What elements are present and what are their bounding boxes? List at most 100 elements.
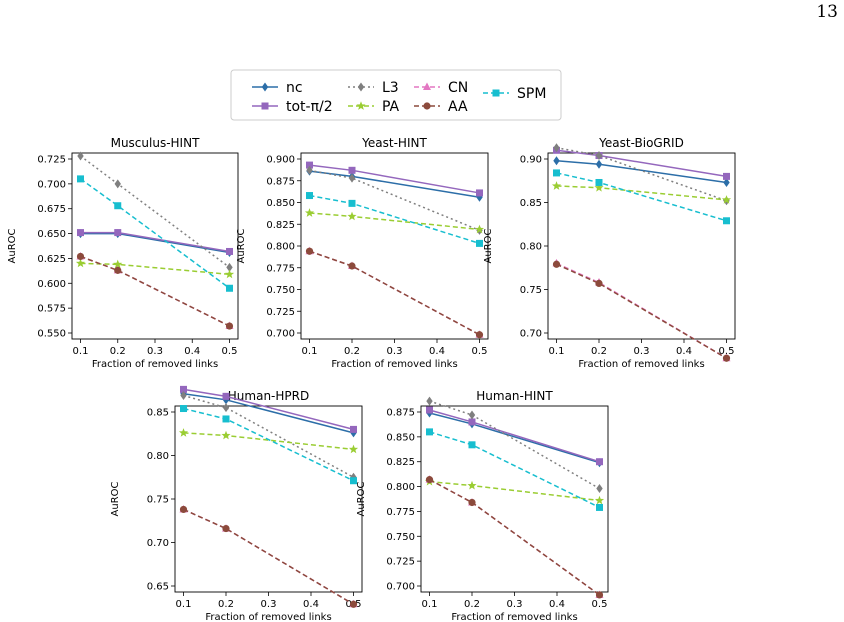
series-aa <box>305 247 484 339</box>
x-tick-label: 0.5 <box>592 599 608 610</box>
data-point <box>468 410 476 420</box>
series-line <box>309 164 480 194</box>
y-tick-label: 0.875 <box>266 176 295 187</box>
data-point <box>723 177 730 187</box>
series-l3 <box>180 390 357 482</box>
y-tick-label: 0.700 <box>386 582 415 593</box>
x-tick-label: 0.2 <box>464 599 480 610</box>
y-tick-label: 0.800 <box>266 242 295 253</box>
y-axis-label: AuROC <box>110 481 121 516</box>
data-point <box>113 259 123 269</box>
series-tot-2 <box>180 385 357 433</box>
chart-musculus-hint: Musculus-HINT 0.1 0.2 0.3 0.4 0.5 0.550 0.575 0.… <box>7 136 239 370</box>
series-line <box>309 169 480 232</box>
x-tick-label: 0.1 <box>549 346 565 357</box>
series-cn <box>305 246 484 338</box>
legend: nc tot-π/2 L3 PA CN AA SPM <box>230 69 562 121</box>
x-axis-label: Fraction of removed links <box>205 612 331 622</box>
data-point <box>77 151 84 161</box>
y-tick-label: 0.85 <box>147 408 169 419</box>
y-tick-label: 0.800 <box>386 482 415 493</box>
series-nc <box>306 166 483 202</box>
legend-marker <box>356 101 366 110</box>
series-pa <box>178 428 359 454</box>
data-point <box>350 477 357 485</box>
data-point <box>77 229 84 237</box>
data-point <box>476 189 483 197</box>
series-pa <box>551 181 732 204</box>
series-line <box>429 412 600 464</box>
chart-yeast-biogrid: Yeast-BioGRID 0.1 0.2 0.3 0.4 0.5 0.70 0.75 0.80… <box>483 136 736 370</box>
series-line <box>183 508 354 605</box>
chart-human-hint: Human-HINT 0.1 0.2 0.3 0.4 0.5 0.700 0.725 0.750… <box>356 389 609 622</box>
y-tick-label: 0.80 <box>147 451 169 462</box>
data-point <box>226 284 233 292</box>
data-point <box>553 143 560 153</box>
series-pa <box>75 258 235 279</box>
x-tick-label: 0.4 <box>429 346 445 357</box>
series-tot-2 <box>306 161 483 197</box>
data-point <box>348 262 356 270</box>
data-point <box>306 165 313 175</box>
legend-marker <box>492 89 500 97</box>
y-tick-label: 0.550 <box>37 329 66 340</box>
data-point <box>114 229 122 237</box>
data-point <box>305 247 314 255</box>
y-tick-label: 0.725 <box>266 307 295 318</box>
y-axis-label: AuROC <box>356 481 367 516</box>
series-spm <box>426 428 603 511</box>
legend-label: nc <box>286 80 303 96</box>
data-point <box>114 266 122 274</box>
series-line <box>429 431 600 509</box>
series-pa <box>304 208 485 234</box>
data-point <box>468 441 476 449</box>
data-point <box>221 430 231 440</box>
y-axis-label: AuROC <box>7 228 18 263</box>
data-point <box>595 151 603 161</box>
data-point <box>721 195 732 204</box>
data-point <box>553 169 560 177</box>
data-point <box>468 418 476 426</box>
x-tick-label: 0.3 <box>147 346 163 357</box>
series-line <box>183 432 354 451</box>
y-tick-label: 0.75 <box>147 495 169 506</box>
chart-title: Yeast-HINT <box>361 136 427 150</box>
series-spm <box>77 175 233 292</box>
plot-frame <box>71 152 239 340</box>
series-l3 <box>426 396 603 494</box>
data-point <box>594 495 605 505</box>
series-line <box>309 250 480 336</box>
series-line <box>80 155 230 268</box>
data-point <box>222 403 230 413</box>
x-tick-label: 0.4 <box>676 346 692 357</box>
series-line <box>556 185 727 201</box>
data-point <box>348 444 359 454</box>
data-point <box>596 503 603 511</box>
data-point <box>425 476 434 484</box>
data-point <box>222 524 230 533</box>
legend-item-cn: CN <box>414 80 468 96</box>
data-point <box>596 484 603 494</box>
charts: Musculus-HINT 0.1 0.2 0.3 0.4 0.5 0.550 0.575 0.… <box>7 136 736 622</box>
data-point <box>225 322 234 330</box>
x-tick-label: 0.4 <box>303 599 319 610</box>
data-point <box>723 172 730 180</box>
y-tick-label: 0.80 <box>520 242 542 253</box>
legend-label: L3 <box>382 80 399 96</box>
legend-marker <box>261 102 269 110</box>
plot-frame <box>300 152 489 340</box>
y-tick-label: 0.70 <box>520 329 542 340</box>
series-spm <box>553 169 730 225</box>
data-point <box>595 591 604 599</box>
x-tick-label: 0.5 <box>472 346 488 357</box>
y-tick-label: 0.900 <box>266 155 295 166</box>
series-l3 <box>306 165 483 235</box>
legend-item-pa: PA <box>348 99 400 115</box>
y-tick-label: 0.875 <box>386 408 415 419</box>
y-tick-label: 0.700 <box>266 329 295 340</box>
y-tick-label: 0.85 <box>520 198 542 209</box>
chart-title: Yeast-BioGRID <box>598 136 684 150</box>
x-tick-label: 0.2 <box>591 346 607 357</box>
data-point <box>347 211 357 221</box>
